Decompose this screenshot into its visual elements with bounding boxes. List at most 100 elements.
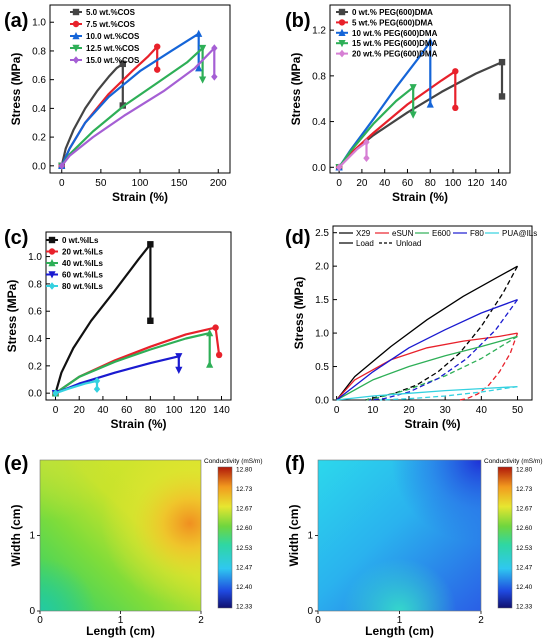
series-marker: [195, 64, 203, 72]
series-line: [336, 335, 518, 401]
y-tick-label: 0.0: [28, 389, 42, 400]
series-line: [365, 265, 519, 401]
colorbar-title: Conductivity (mS/m): [484, 458, 543, 465]
y-tick-label: 0.5: [315, 362, 329, 373]
y-tick-label: 0.4: [28, 334, 42, 345]
x-tick-label: 120: [467, 178, 484, 189]
series-marker: [426, 100, 434, 108]
series-marker: [93, 385, 101, 393]
x-tick-label: 2: [478, 615, 484, 626]
series-marker: [206, 329, 214, 337]
x-tick-label: 80: [425, 178, 437, 189]
panel-label: (c): [4, 227, 28, 249]
series-marker: [498, 93, 506, 100]
series-line: [336, 265, 518, 401]
panel-2: (c) 0 20 40 60 80 100 120 140 0.0 0.2 0.4 0.6 0.8 1.0 S…: [4, 227, 232, 431]
series-marker: [206, 360, 214, 368]
x-axis-title: Strain (%): [392, 190, 448, 204]
colorbar: [217, 466, 233, 609]
y-tick-label: 0.8: [312, 71, 326, 82]
y-tick-label: 1: [307, 531, 313, 542]
x-tick-label: 200: [210, 178, 227, 189]
y-tick-label: 1.5: [315, 295, 329, 306]
legend-label: 20 wt.%ILs: [62, 248, 103, 257]
x-tick-label: 100: [132, 178, 149, 189]
legend-label: 0 wt.% PEG(600)DMA: [352, 8, 433, 17]
y-tick-label: 1: [29, 531, 35, 542]
series-line: [379, 385, 518, 401]
x-axis-title: Strain (%): [112, 190, 168, 204]
legend-label: 10.0 wt.%COS: [86, 32, 140, 41]
legend-marker: [338, 40, 346, 48]
series-marker: [212, 324, 219, 331]
legend-label: 80 wt.%ILs: [62, 282, 103, 291]
y-tick-label: 0.0: [312, 163, 326, 174]
colorbar-tick-label: 12.33: [236, 604, 253, 611]
legend-label: 0 wt.%ILs: [62, 236, 99, 245]
x-tick-label: 140: [490, 178, 507, 189]
legend-marker: [48, 248, 56, 255]
x-tick-label: 10: [367, 405, 379, 416]
y-axis-title: Stress (MPa): [289, 53, 303, 126]
series-line: [60, 46, 216, 167]
legend-label: Unload: [396, 239, 421, 248]
colorbar-tick-label: 12.53: [516, 545, 533, 552]
panel-label: (d): [285, 227, 311, 249]
y-tick-label: 2.0: [315, 262, 329, 273]
x-tick-label: 1: [118, 615, 124, 626]
y-axis-title: Width (cm): [287, 505, 301, 567]
legend-label: E600: [432, 229, 451, 238]
legend-marker: [72, 8, 80, 16]
legend-label: 60 wt.%ILs: [62, 271, 103, 280]
x-tick-label: 20: [403, 405, 415, 416]
colorbar-tick-label: 12.67: [516, 506, 533, 513]
x-tick-label: 0: [59, 178, 65, 189]
panel-3: (d) 0 10 20 30 40 50 0.0 0.5 1.0 1.5 2.0 2.5 Strain (…: [285, 225, 537, 431]
colorbar-tick-label: 12.67: [236, 506, 253, 513]
x-tick-label: 50: [512, 405, 524, 416]
x-axis-title: Strain (%): [404, 417, 460, 431]
series-marker: [215, 351, 223, 359]
series-marker: [452, 104, 459, 112]
series-line: [336, 332, 518, 401]
legend-label: 20 wt.% PEG(600)DMA: [352, 50, 438, 59]
colorbar-tick-label: 12.60: [236, 525, 253, 532]
legend-label: 40 wt.%ILs: [62, 259, 103, 268]
series-marker: [409, 84, 417, 92]
y-tick-label: 0.8: [32, 46, 46, 57]
x-tick-label: 80: [145, 405, 157, 416]
plot-frame: [45, 231, 232, 401]
legend-marker: [48, 259, 56, 267]
legend-label: 15.0 wt.%COS: [86, 56, 140, 65]
y-tick-label: 0.4: [312, 117, 326, 128]
colorbar-tick-label: 12.80: [236, 467, 253, 474]
colorbar-tick-label: 12.47: [516, 564, 533, 571]
y-tick-label: 2.5: [315, 228, 329, 239]
legend-label: 12.5 wt.%COS: [86, 44, 140, 53]
y-tick-label: 1.2: [312, 26, 326, 37]
legend-marker: [72, 56, 80, 64]
x-tick-label: 40: [97, 405, 109, 416]
y-axis-title: Stress (MPa): [292, 277, 306, 350]
heatmap-f: [318, 460, 481, 611]
plot-frame: [332, 225, 533, 401]
legend-marker: [48, 271, 56, 279]
legend-marker: [72, 44, 80, 52]
colorbar-tick-label: 12.47: [236, 564, 253, 571]
x-tick-label: 30: [440, 405, 452, 416]
legend-label: F80: [470, 229, 484, 238]
colorbar-tick-label: 12.73: [516, 486, 533, 493]
series-line: [60, 32, 200, 167]
series-marker: [147, 317, 154, 324]
y-tick-label: 0: [29, 606, 35, 617]
series-marker: [195, 29, 203, 37]
x-tick-label: 100: [445, 178, 462, 189]
colorbar-tick-label: 12.60: [516, 525, 533, 532]
panel-label: (e): [4, 453, 28, 475]
x-tick-label: 40: [379, 178, 391, 189]
colorbar-tick-label: 12.40: [516, 584, 533, 591]
legend-label: 7.5 wt.%COS: [86, 20, 136, 29]
x-tick-label: 20: [356, 178, 368, 189]
heatmap-e: [40, 460, 201, 611]
panel-label: (b): [285, 10, 311, 32]
